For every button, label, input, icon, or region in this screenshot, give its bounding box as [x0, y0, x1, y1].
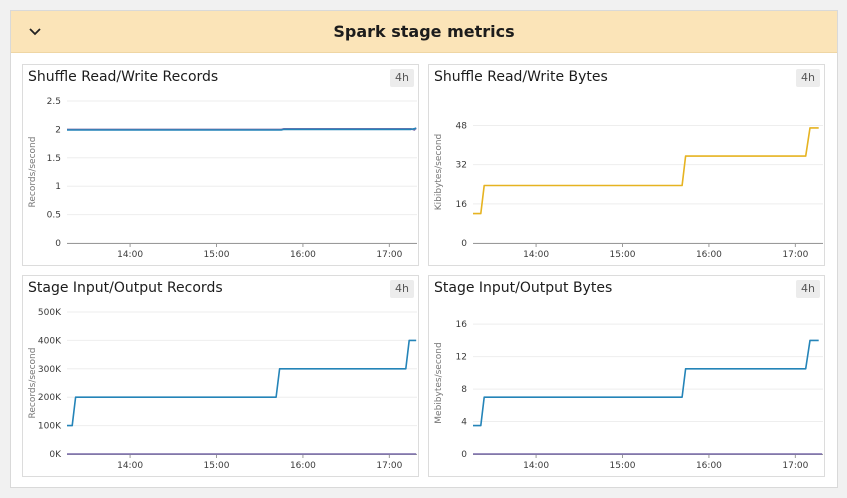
x-tick-label: 15:00 — [204, 461, 230, 471]
y-tick-label: 200K — [38, 393, 62, 403]
time-range-badge[interactable]: 4h — [796, 280, 820, 298]
x-tick-label: 16:00 — [696, 250, 722, 260]
x-tick-label: 17:00 — [782, 250, 808, 260]
y-tick-label: 8 — [461, 385, 467, 395]
x-tick-label: 17:00 — [376, 250, 402, 260]
y-tick-label: 32 — [456, 161, 467, 171]
time-range-badge[interactable]: 4h — [390, 280, 414, 298]
y-tick-label: 0.5 — [47, 211, 61, 221]
widget-title: Stage Input/Output Records — [28, 280, 223, 296]
y-tick-label: 0 — [461, 239, 467, 249]
y-tick-label: 400K — [38, 336, 62, 346]
x-tick-label: 14:00 — [523, 250, 549, 260]
chart-plot: 0 4 8 12 16 Mebibytes/second 14:00 15:00 16:00 17… — [434, 320, 823, 471]
y-tick-label: 0 — [55, 239, 61, 249]
chart-plot: 0 16 32 48 Kibibytes/second 14:00 15:00 16:00 17… — [434, 121, 823, 260]
y-tick-label: 0K — [49, 450, 62, 460]
x-tick-label: 14:00 — [117, 461, 143, 471]
widget-title: Stage Input/Output Bytes — [434, 280, 613, 296]
y-tick-label: 300K — [38, 365, 62, 375]
series-line — [473, 127, 819, 215]
y-tick-label: 500K — [38, 308, 62, 318]
y-tick-label: 2 — [55, 125, 61, 135]
widget-title: Shuffle Read/Write Bytes — [434, 69, 608, 85]
y-tick-label: 1 — [55, 182, 61, 192]
x-tick-label: 15:00 — [610, 461, 636, 471]
y-tick-label: 1.5 — [47, 154, 61, 164]
x-tick-label: 17:00 — [782, 461, 808, 471]
x-tick-label: 17:00 — [376, 461, 402, 471]
x-tick-label: 16:00 — [290, 461, 316, 471]
x-tick-label: 16:00 — [290, 250, 316, 260]
widget-title: Shuffle Read/Write Records — [28, 69, 219, 85]
widget-stage-bytes[interactable]: Stage Input/Output Bytes 4h 0 4 8 12 16 Mebib… — [428, 275, 825, 477]
x-tick-label: 15:00 — [204, 250, 230, 260]
y-tick-label: 2.5 — [47, 97, 61, 107]
y-axis-label: Records/second — [28, 348, 38, 419]
y-tick-label: 16 — [456, 320, 468, 330]
widget-shuffle-records[interactable]: Shuffle Read/Write Records 4h 0 0.5 1 1.5 2 2… — [22, 64, 419, 266]
y-tick-label: 12 — [456, 353, 467, 363]
time-range-badge[interactable]: 4h — [796, 69, 820, 87]
series-line — [67, 127, 417, 131]
chart-plot: 0K 100K 200K 300K 400K 500K Records/second 14:0… — [28, 308, 417, 471]
x-tick-label: 14:00 — [523, 461, 549, 471]
widget-shuffle-bytes[interactable]: Shuffle Read/Write Bytes 4h 0 16 32 48 Kibib… — [428, 64, 825, 266]
series-line — [67, 339, 417, 427]
y-tick-label: 4 — [461, 418, 467, 428]
x-tick-label: 16:00 — [696, 461, 722, 471]
group-header[interactable]: Spark stage metrics — [11, 11, 837, 53]
widget-stage-records[interactable]: Stage Input/Output Records 4h 0K 100K 200K… — [22, 275, 419, 477]
y-tick-label: 16 — [456, 200, 468, 210]
y-axis-label: Kibibytes/second — [434, 134, 444, 211]
time-range-badge[interactable]: 4h — [390, 69, 414, 87]
x-tick-label: 14:00 — [117, 250, 143, 260]
y-axis-label: Records/second — [28, 137, 38, 208]
group-title: Spark stage metrics — [333, 22, 515, 41]
y-tick-label: 0 — [461, 450, 467, 460]
dashboard-group: Spark stage metrics Shuffle Read/Write R… — [10, 10, 838, 488]
chart-plot: 0 0.5 1 1.5 2 2.5 Records/second 14:00 15:00 16:0… — [28, 97, 417, 260]
x-tick-label: 15:00 — [610, 250, 636, 260]
series-line — [473, 339, 819, 427]
chevron-down-icon[interactable] — [25, 22, 45, 42]
y-tick-label: 100K — [38, 422, 62, 432]
y-axis-label: Mebibytes/second — [434, 342, 444, 423]
y-tick-label: 48 — [456, 121, 468, 131]
